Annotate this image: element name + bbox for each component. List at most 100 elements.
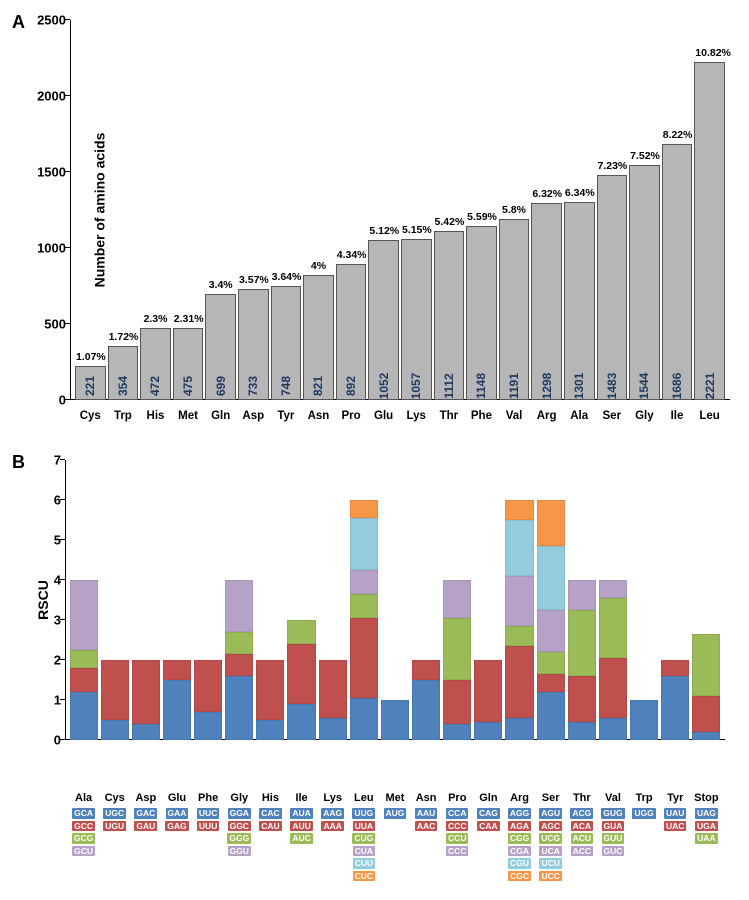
chart-a-xlabel: Met <box>172 410 205 422</box>
chart-a-xlabel: Gln <box>204 410 237 422</box>
codon-chip: GGA <box>228 808 251 819</box>
chart-b-ytick: 6 <box>43 493 61 508</box>
chart-a-bar: 7.23%1483 <box>597 175 628 400</box>
codon-chip: GUA <box>602 821 625 832</box>
codon-chip: GUG <box>601 808 624 819</box>
chart-b-bar <box>101 660 129 740</box>
chart-b-bar <box>287 620 315 740</box>
codon-chip: GCC <box>72 821 95 832</box>
chart-b-segment <box>568 610 596 676</box>
chart-a-ytick: 0 <box>32 393 66 408</box>
codon-chip: UAC <box>664 821 686 832</box>
chart-b-segment <box>692 696 720 732</box>
chart-b-xlabel: Trp <box>636 792 653 804</box>
chart-b-bar <box>381 700 409 740</box>
chart-a-xlabel: Cys <box>74 410 107 422</box>
chart-a-bar-value: 1052 <box>377 373 391 400</box>
codon-chip: CAC <box>259 808 281 819</box>
chart-a-xlabel: Glu <box>367 410 400 422</box>
codon-chip: UGU <box>103 821 126 832</box>
chart-b-segment <box>599 658 627 718</box>
chart-b-xcol: SerAGUAGCUCGUCAUCUUCC <box>535 792 566 881</box>
chart-b-xlabel: Met <box>386 792 405 804</box>
chart-b-segment <box>381 700 409 740</box>
chart-a-xlabel: Phe <box>465 410 498 422</box>
chart-a-bar-pct: 6.34% <box>565 187 594 199</box>
chart-b-segment <box>132 660 160 724</box>
chart-b-segment <box>443 680 471 724</box>
chart-b-panel: B RSCU AlaGCAGCCGCGGCUCysUGCUGUAspGACGAU… <box>10 450 739 890</box>
chart-b-segment <box>350 594 378 618</box>
chart-b-segment <box>412 680 440 740</box>
chart-a-bars: 1.07%2211.72%3542.3%4722.31%4753.4%6993.… <box>70 20 730 400</box>
codon-chip: GAG <box>165 821 188 832</box>
codon-chip: CAU <box>259 821 281 832</box>
chart-a-bar-value: 748 <box>279 376 293 396</box>
chart-a-bar-pct: 6.32% <box>532 188 561 200</box>
chart-b-bar <box>70 580 98 740</box>
chart-b-xlabel: Ile <box>295 792 307 804</box>
chart-a-xlabel: Leu <box>693 410 726 422</box>
chart-a-bar-pct: 5.8% <box>500 204 529 216</box>
chart-b-bar <box>194 660 222 740</box>
chart-b-xlabel: Gln <box>479 792 497 804</box>
codon-chip: AAG <box>321 808 344 819</box>
chart-a-bar: 10.82%2221 <box>694 62 725 400</box>
codon-chip: CCU <box>446 833 468 844</box>
chart-b-xlabel: Lys <box>323 792 342 804</box>
chart-b-xcol: TrpUGG <box>629 792 660 819</box>
chart-a-bar: 6.34%1301 <box>564 202 595 400</box>
chart-b-xcol: IleAUAAUUAUC <box>286 792 317 844</box>
codon-chip: AGU <box>539 808 562 819</box>
chart-a-bar-pct: 1.07% <box>76 351 105 363</box>
codon-chip: CGU <box>508 858 531 869</box>
codon-chip: UUU <box>197 821 219 832</box>
chart-b-xlabel: Gly <box>230 792 248 804</box>
chart-b-segment <box>101 660 129 720</box>
codon-chip: CAA <box>477 821 499 832</box>
chart-b-xlabel: Asn <box>416 792 437 804</box>
chart-b-xcol: AlaGCAGCCGCGGCU <box>68 792 99 856</box>
chart-b-bar <box>163 660 191 740</box>
chart-b-segment <box>505 646 533 718</box>
chart-a-bar-value: 892 <box>344 376 358 396</box>
chart-a-bar: 2.3%472 <box>140 328 171 400</box>
chart-b-segment <box>194 712 222 740</box>
chart-b-segment <box>661 660 689 676</box>
chart-b-ytick: 3 <box>43 613 61 628</box>
chart-a-bar-pct: 3.4% <box>206 279 235 291</box>
chart-a-bar: 1.72%354 <box>108 346 139 400</box>
codon-chip: GUU <box>602 833 625 844</box>
chart-a-bar-value: 1301 <box>572 373 586 400</box>
chart-a-xlabel: Pro <box>335 410 368 422</box>
chart-b-segment <box>256 720 284 740</box>
chart-a-bar-value: 221 <box>83 376 97 396</box>
chart-a-xlabel: Thr <box>433 410 466 422</box>
chart-a-bar: 5.8%1191 <box>499 219 530 400</box>
chart-a-xlabel: Ser <box>596 410 629 422</box>
chart-a-bar: 8.22%1686 <box>662 144 693 400</box>
chart-a-ytick: 1500 <box>32 165 66 180</box>
codon-chip: AGG <box>508 808 531 819</box>
codon-chip: GCU <box>72 846 95 857</box>
chart-b-bar <box>537 500 565 740</box>
chart-b-segment <box>350 698 378 740</box>
chart-a-bar-pct: 4.34% <box>337 249 366 261</box>
codon-chip: GAA <box>166 808 189 819</box>
chart-a-bar-pct: 2.3% <box>141 313 170 325</box>
chart-a-bar-pct: 8.22% <box>663 129 692 141</box>
chart-a-bar: 5.15%1057 <box>401 239 432 400</box>
codon-chip: UCU <box>539 858 561 869</box>
chart-b-ytick: 5 <box>43 533 61 548</box>
chart-b-segment <box>474 660 502 722</box>
codon-chip: UGA <box>695 821 718 832</box>
chart-b-bar <box>319 660 347 740</box>
chart-b-segment <box>505 520 533 576</box>
codon-chip: CUC <box>353 871 375 882</box>
codon-chip: UCA <box>539 846 561 857</box>
chart-a-bar: 4%821 <box>303 275 334 400</box>
chart-b-xcol: ArgAGGAGACGGCGACGUCGC <box>504 792 535 881</box>
codon-chip: ACC <box>571 846 593 857</box>
chart-b-bar <box>599 580 627 740</box>
chart-b-bar <box>474 660 502 740</box>
